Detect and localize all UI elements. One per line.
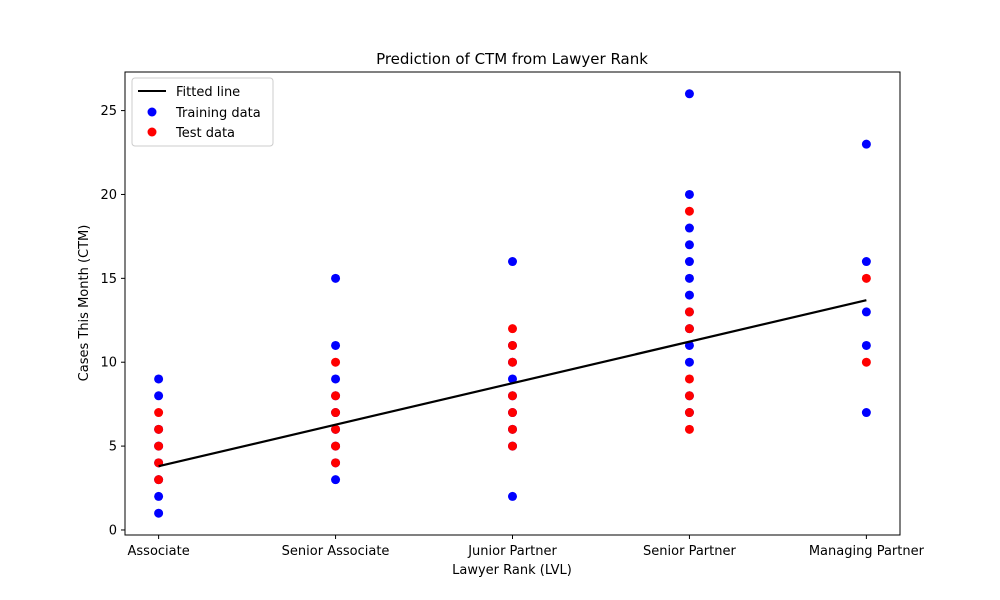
x-tick-label: Managing Partner <box>809 544 925 559</box>
y-axis: 0 5 10 15 20 25 <box>100 104 125 538</box>
x-tick-label: Associate <box>128 544 190 559</box>
legend-training-label: Training data <box>175 106 261 121</box>
data-marks <box>154 89 871 518</box>
y-tick-label: 25 <box>100 104 117 119</box>
x-tick-label: Senior Associate <box>282 544 390 559</box>
training-data-point <box>154 508 164 518</box>
training-data-point <box>684 89 694 99</box>
training-data-point <box>684 273 694 283</box>
legend-test-label: Test data <box>175 126 235 141</box>
training-data-point <box>684 223 694 233</box>
test-data-point <box>861 273 871 283</box>
test-data-point <box>331 357 341 367</box>
training-data-point <box>684 257 694 267</box>
legend-fitted-line-label: Fitted line <box>176 85 240 100</box>
training-data-point <box>154 374 164 384</box>
training-data-point <box>331 374 341 384</box>
test-data-point <box>154 408 164 418</box>
training-data-point <box>331 475 341 485</box>
training-data-point <box>684 290 694 300</box>
training-data-point <box>861 257 871 267</box>
y-tick-label: 0 <box>109 523 117 538</box>
training-data-point <box>154 391 164 401</box>
y-tick-label: 10 <box>100 356 117 371</box>
test-data-point <box>331 391 341 401</box>
y-tick-label: 5 <box>109 440 117 455</box>
y-tick-label: 15 <box>100 272 117 287</box>
test-data-point <box>331 408 341 418</box>
test-data-point <box>508 391 517 401</box>
training-data-point <box>154 491 164 501</box>
test-data-point <box>508 408 517 418</box>
test-data-point <box>861 357 871 367</box>
legend-test-swatch <box>147 127 157 137</box>
test-data-point <box>684 408 694 418</box>
test-data-point <box>508 340 517 350</box>
training-data-point <box>861 340 871 350</box>
test-data-point <box>154 424 164 434</box>
training-data-point <box>684 357 694 367</box>
x-axis: Associate Senior Associate Junior Partner S… <box>128 535 925 559</box>
legend: Fitted line Training data Test data <box>131 77 274 147</box>
test-data-point <box>684 424 694 434</box>
y-axis-label: Cases This Month (CTM) <box>77 225 92 382</box>
legend-training-swatch <box>147 107 157 117</box>
test-data-point <box>331 458 341 468</box>
test-data-point <box>684 307 694 317</box>
test-data-point <box>508 441 517 451</box>
test-data-point <box>331 441 341 451</box>
x-tick-label: Junior Partner <box>467 544 557 559</box>
test-data-point <box>684 374 694 384</box>
training-data-point <box>508 374 517 384</box>
plot-background <box>125 72 900 535</box>
test-data-point <box>154 475 164 485</box>
x-tick-label: Senior Partner <box>643 544 736 559</box>
plot-area <box>125 72 900 535</box>
test-data-point <box>508 357 517 367</box>
test-data-point <box>331 424 341 434</box>
test-data-point <box>508 424 517 434</box>
training-data-point <box>861 139 871 149</box>
training-data-point <box>331 340 341 350</box>
test-data-point <box>684 391 694 401</box>
fitted-line <box>158 299 867 468</box>
training-data-point <box>508 257 517 267</box>
training-data-point <box>331 273 341 283</box>
training-data-point <box>684 189 694 199</box>
test-data-point <box>684 324 694 334</box>
test-data-point <box>508 324 517 334</box>
y-tick-label: 20 <box>100 188 117 203</box>
test-data-point <box>154 441 164 451</box>
training-data-point <box>684 240 694 250</box>
training-data-point <box>861 408 871 418</box>
legend-box <box>131 77 274 147</box>
x-axis-label: Lawyer Rank (LVL) <box>452 563 572 578</box>
test-data-point <box>684 206 694 216</box>
chart-title: Prediction of CTM from Lawyer Rank <box>376 50 648 68</box>
training-data-point <box>861 307 871 317</box>
training-data-point <box>508 491 517 501</box>
